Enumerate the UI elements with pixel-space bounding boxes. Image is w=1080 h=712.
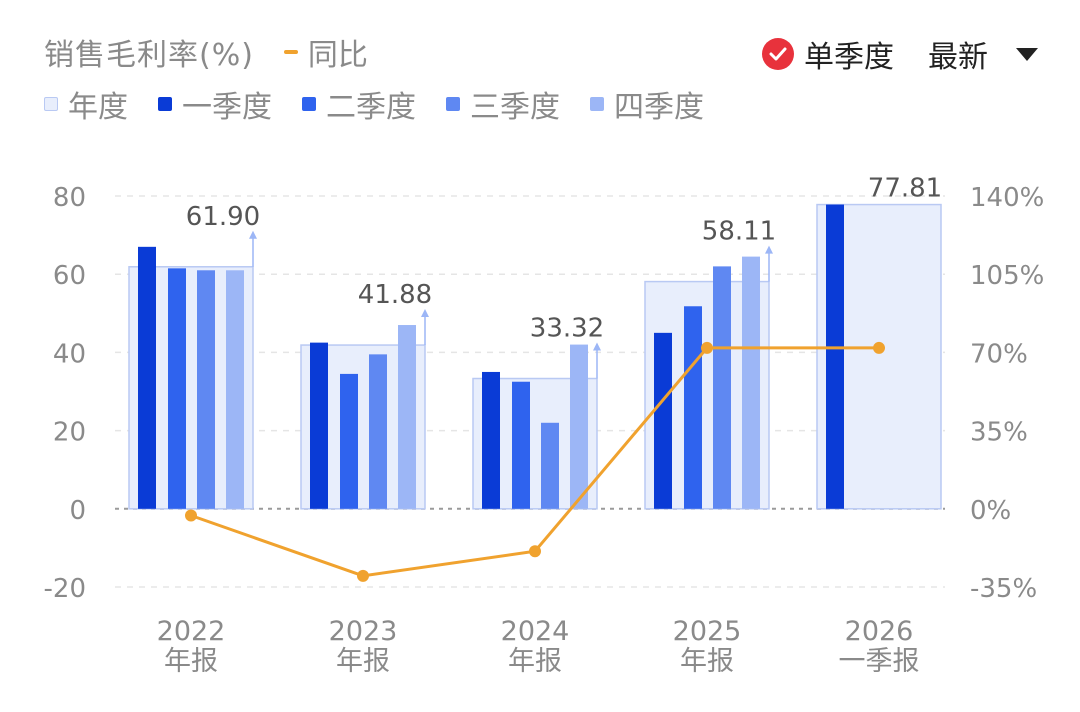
annual-value-label: 41.88 (358, 280, 432, 310)
quarter-bar (197, 270, 215, 509)
quarter-bar (713, 266, 731, 509)
right-tick-label: 70% (970, 339, 1028, 369)
yoy-point (529, 545, 541, 558)
annual-value-label: 33.32 (530, 314, 604, 344)
arrow-head-icon (765, 245, 773, 254)
latest-dropdown[interactable]: 最新 (928, 32, 1038, 76)
right-tick-label: 140% (970, 183, 1044, 213)
quarter-bar (512, 381, 530, 509)
yoy-point (185, 509, 197, 522)
right-tick-label: 0% (970, 496, 1011, 526)
view-controls: 单季度 最新 (762, 32, 1038, 76)
yoy-point (357, 569, 369, 582)
legend-swatch-q3 (446, 97, 460, 111)
quarter-bar (826, 204, 844, 509)
annual-value-label: 61.90 (186, 202, 260, 232)
legend-label-q1: 一季度 (182, 90, 272, 125)
chart-title: 销售毛利率(%) (44, 38, 254, 73)
legend-label-yoy: 同比 (307, 38, 368, 73)
left-tick-label: 0 (69, 496, 86, 526)
left-tick-label: 20 (53, 418, 86, 448)
yoy-line (185, 341, 885, 582)
legend-swatch-q2 (302, 97, 316, 111)
category-year-label: 2025 (673, 616, 742, 647)
right-tick-label: -35% (970, 574, 1037, 604)
left-tick-label: 80 (53, 183, 86, 213)
right-tick-label: 105% (970, 261, 1044, 291)
category-period-label: 年报 (680, 646, 734, 677)
quarter-bar (138, 246, 156, 509)
arrow-head-icon (249, 230, 257, 239)
title-row: 销售毛利率(%) 同比 (44, 30, 368, 74)
annual-bars (128, 203, 942, 510)
quarter-bars (138, 204, 844, 509)
quarter-bar (168, 268, 186, 509)
annual-value-label: 77.81 (868, 174, 942, 204)
chart-header: 销售毛利率(%) 同比 单季度 最新 年度 一季度 二季度 (0, 0, 1080, 140)
legend-swatch-q1 (158, 97, 172, 111)
category-period-label: 年报 (164, 646, 218, 677)
left-tick-label: -20 (44, 574, 86, 604)
legend-label-q3: 三季度 (470, 90, 560, 125)
quarter-bar (310, 342, 328, 509)
single-quarter-label: 单季度 (804, 40, 894, 75)
left-tick-label: 60 (53, 261, 86, 291)
quarter-bar (684, 306, 702, 509)
latest-label: 最新 (928, 40, 988, 75)
left-tick-label: 40 (53, 339, 86, 369)
legend-item-annual[interactable]: 年度 (44, 82, 128, 126)
single-quarter-toggle[interactable]: 单季度 (762, 32, 894, 76)
yoy-point (873, 341, 885, 354)
legend: 年度 一季度 二季度 三季度 四季度 (44, 82, 734, 126)
quarter-bar (742, 256, 760, 509)
annual-value-label: 58.11 (702, 217, 776, 247)
legend-item-q3[interactable]: 三季度 (446, 82, 560, 126)
legend-swatch-annual (44, 97, 58, 111)
right-tick-label: 35% (970, 418, 1028, 448)
legend-item-q2[interactable]: 二季度 (302, 82, 416, 126)
category-period-label: 年报 (336, 646, 390, 677)
arrow-head-icon (593, 342, 601, 351)
category-period-label: 年报 (508, 646, 562, 677)
legend-item-q1[interactable]: 一季度 (158, 82, 272, 126)
legend-item-yoy[interactable]: 同比 (283, 30, 368, 74)
caret-down-icon (1016, 47, 1038, 61)
legend-label-q2: 二季度 (326, 90, 416, 125)
arrow-head-icon (421, 309, 429, 318)
legend-label-annual: 年度 (68, 90, 128, 125)
category-year-label: 2023 (329, 616, 398, 647)
quarter-bar (369, 354, 387, 509)
legend-swatch-q4 (590, 97, 604, 111)
quarter-bar (570, 344, 588, 509)
quarter-bar (340, 373, 358, 509)
legend-label-q4: 四季度 (614, 90, 704, 125)
category-period-label: 一季报 (839, 646, 920, 677)
yoy-line-swatch (283, 50, 298, 54)
quarter-bar (541, 422, 559, 509)
quarter-bar (398, 325, 416, 509)
yoy-point (701, 341, 713, 354)
data-labels: 61.90 41.88 33.32 58.11 77.81 (186, 174, 942, 379)
axes: 806040200-20140%105%70%35%0%-35%2022年报20… (44, 183, 1045, 677)
category-year-label: 2026 (845, 616, 914, 647)
category-year-label: 2022 (157, 616, 226, 647)
quarter-bar (654, 332, 672, 509)
quarter-bar (226, 270, 244, 509)
category-year-label: 2024 (501, 616, 570, 647)
legend-item-q4[interactable]: 四季度 (590, 82, 704, 126)
quarter-bar (482, 371, 500, 509)
check-icon (762, 38, 794, 70)
